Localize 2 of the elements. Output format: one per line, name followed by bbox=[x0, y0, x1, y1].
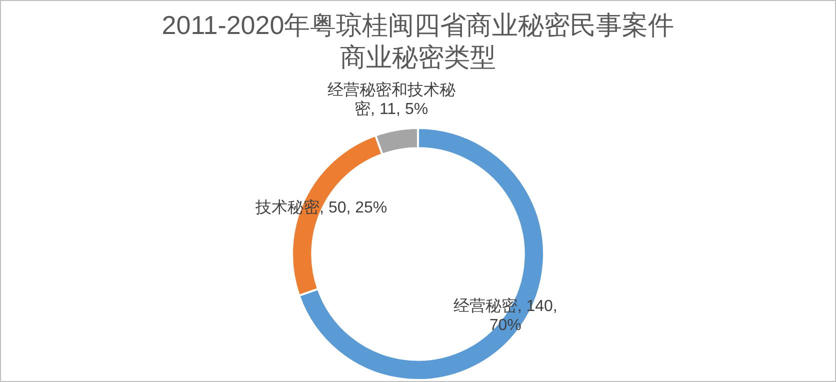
chart-title: 2011-2020年粤琼桂闽四省商业秘密民事案件商业秘密类型 bbox=[160, 9, 676, 73]
slice-label: 经营秘密和技术秘密, 11, 5% bbox=[327, 81, 456, 118]
